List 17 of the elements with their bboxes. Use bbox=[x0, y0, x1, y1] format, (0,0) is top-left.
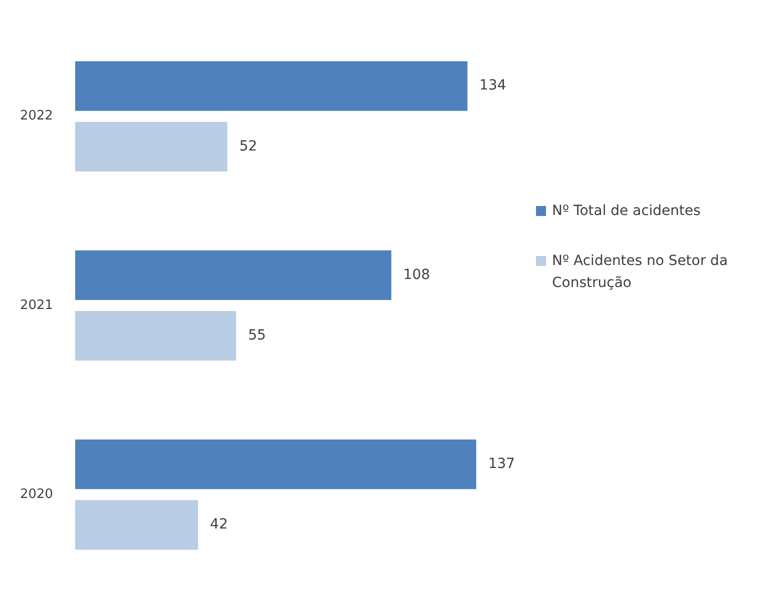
data-label: 42 bbox=[210, 516, 228, 533]
bar bbox=[75, 61, 468, 111]
bar bbox=[75, 310, 236, 361]
y-tick-label: 2020 bbox=[20, 487, 54, 502]
data-label: 108 bbox=[403, 266, 430, 283]
data-label: 55 bbox=[248, 327, 266, 344]
legend-label: Nº Acidentes no Setor da Construção bbox=[552, 252, 729, 293]
data-label: 137 bbox=[488, 456, 515, 472]
bar bbox=[75, 250, 392, 300]
bar bbox=[75, 500, 198, 550]
data-label: 134 bbox=[479, 78, 506, 94]
y-tick-label: 2022 bbox=[20, 108, 54, 124]
bar bbox=[75, 122, 228, 172]
y-tick-label: 2021 bbox=[20, 298, 54, 313]
legend-label: Nº Total de acidentes bbox=[552, 202, 701, 221]
data-label: 52 bbox=[239, 138, 258, 154]
bar bbox=[75, 440, 476, 490]
